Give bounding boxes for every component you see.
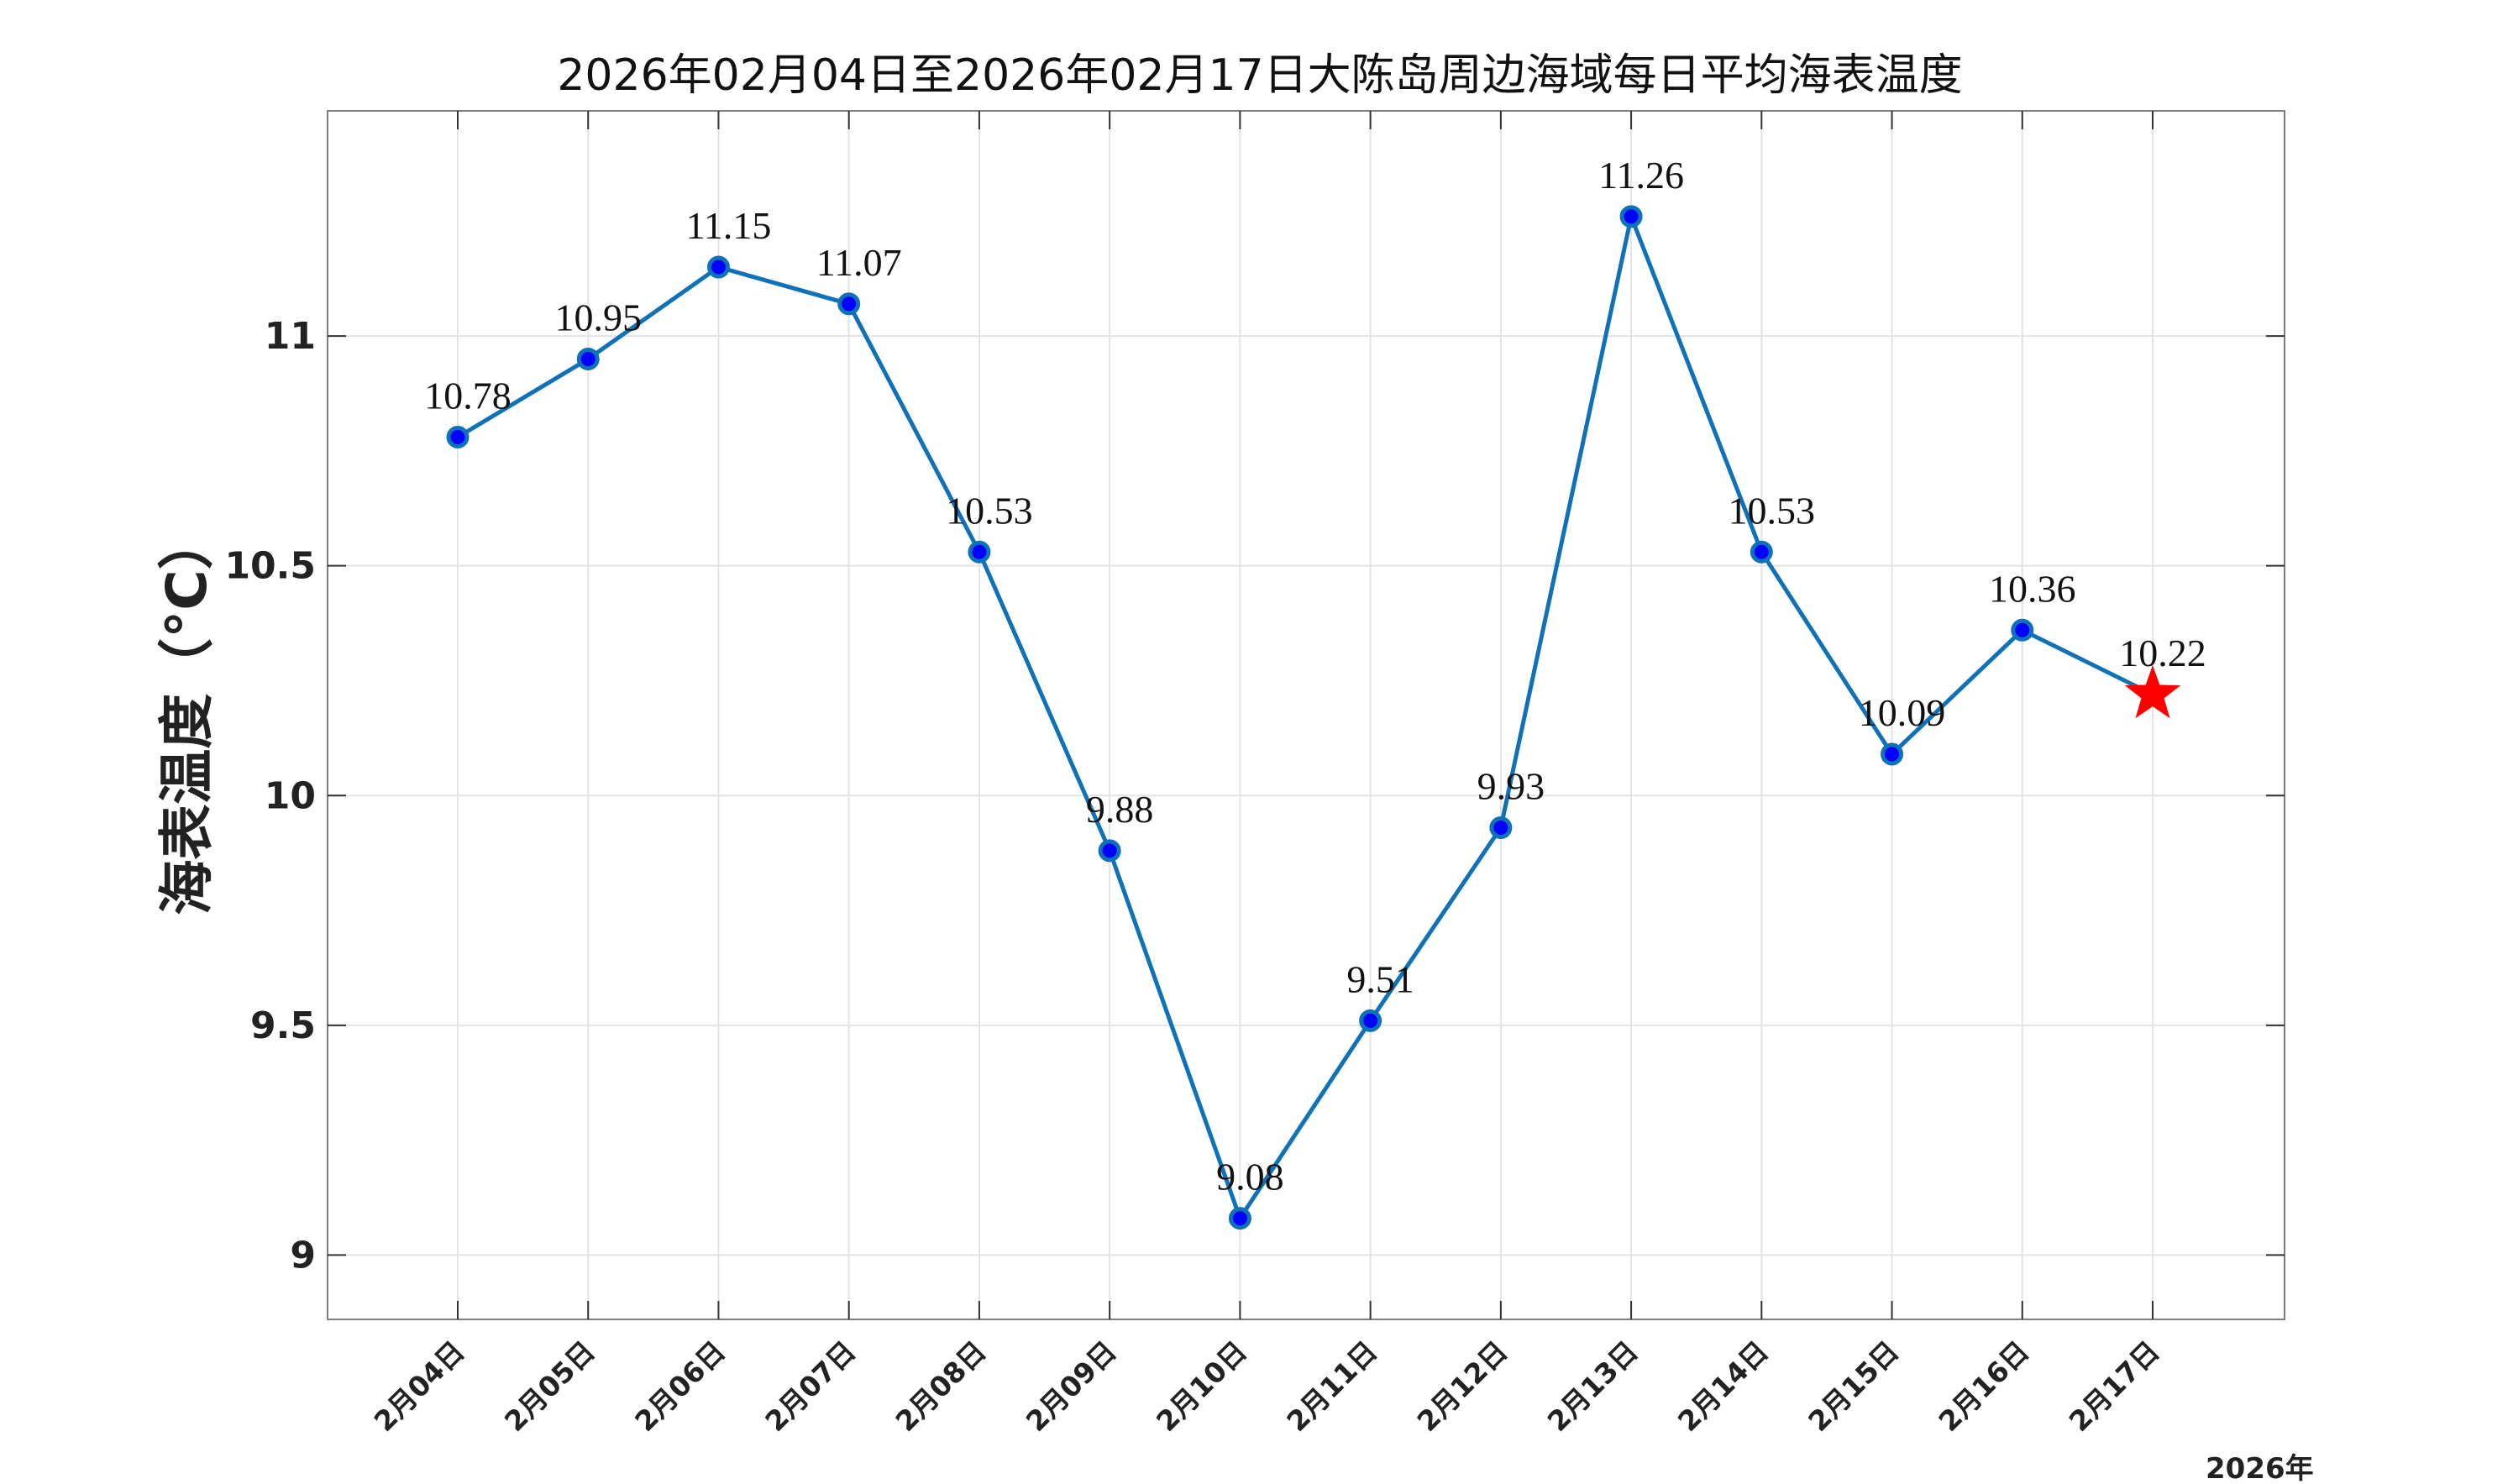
data-label: 9.93 bbox=[1477, 765, 1545, 808]
data-point-marker bbox=[1619, 205, 1643, 228]
data-label: 10.36 bbox=[1989, 567, 2076, 610]
y-tick-label: 9 bbox=[290, 1234, 316, 1277]
data-label: 9.51 bbox=[1346, 957, 1414, 1000]
y-tick-label: 11 bbox=[265, 315, 316, 358]
data-label: 10.78 bbox=[424, 374, 512, 417]
y-axis-tick-labels: 9 9.5 10 10.5 11 bbox=[224, 315, 316, 1277]
y-tick-label: 9.5 bbox=[250, 1004, 316, 1047]
data-label: 10.09 bbox=[1859, 691, 1946, 734]
data-point-marker bbox=[1489, 816, 1513, 840]
data-label: 11.26 bbox=[1598, 154, 1684, 197]
data-point-marker bbox=[706, 255, 730, 279]
data-point-marker bbox=[968, 540, 991, 564]
y-tick-label: 10.5 bbox=[224, 545, 316, 588]
data-label: 10.95 bbox=[554, 296, 642, 338]
data-point-marker bbox=[576, 347, 600, 370]
data-label: 9.08 bbox=[1216, 1156, 1284, 1198]
chart-title: 2026年02月04日至2026年02月17日大陈岛周边海域每日平均海表温度 bbox=[557, 50, 1962, 101]
data-label: 10.53 bbox=[946, 489, 1033, 532]
data-point-marker bbox=[1359, 1009, 1382, 1032]
plot-area bbox=[328, 111, 2285, 1319]
data-point-marker bbox=[1228, 1207, 1251, 1230]
y-axis-label: 海表温度（°C） bbox=[155, 514, 219, 915]
plot-frame bbox=[327, 110, 2285, 1320]
data-point-marker bbox=[837, 292, 861, 316]
data-label: 10.53 bbox=[1729, 489, 1816, 532]
x-axis-year-label: 2026年 bbox=[2206, 1452, 2314, 1484]
data-point-marker bbox=[1750, 540, 1773, 564]
highlight-star-marker bbox=[2124, 664, 2181, 719]
data-label: 11.07 bbox=[816, 241, 902, 284]
y-tick-label: 10 bbox=[265, 774, 316, 817]
data-label: 10.22 bbox=[2119, 632, 2206, 674]
data-point-marker bbox=[1881, 742, 1904, 766]
data-point-marker bbox=[446, 425, 470, 448]
data-point-marker bbox=[1098, 839, 1121, 863]
data-point-marker bbox=[2011, 618, 2034, 642]
data-markers bbox=[446, 205, 2181, 1230]
series-line bbox=[456, 214, 2154, 1221]
data-label: 9.88 bbox=[1086, 788, 1154, 831]
series-line-group bbox=[456, 214, 2154, 1221]
data-labels: 10.78 10.95 11.15 11.07 10.53 9.88 9.08 9.51 9.9… bbox=[424, 154, 2206, 1198]
data-label: 11.15 bbox=[686, 204, 772, 247]
axis-ticks bbox=[328, 111, 2285, 1319]
